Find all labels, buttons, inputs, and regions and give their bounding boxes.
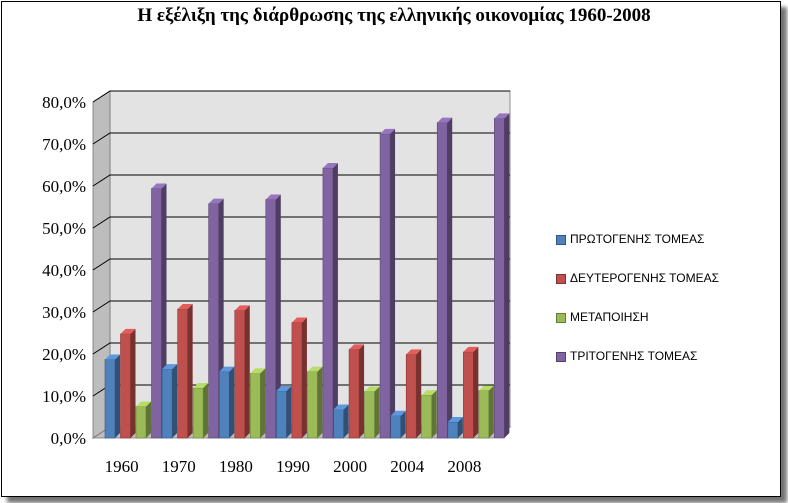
legend-item: ΔΕΥΤΕΡΟΓΕΝΗΣ ΤΟΜΕΑΣ	[556, 271, 719, 310]
x-tick-label: 1970	[162, 457, 196, 476]
bar	[364, 386, 380, 439]
bar	[463, 346, 479, 439]
y-tick-label: 20,0%	[42, 345, 86, 364]
gridline	[92, 300, 510, 313]
bar	[192, 383, 209, 439]
legend-label: ΤΡΙΤΟΓΕΝΗΣ ΤΟΜΕΑΣ	[570, 349, 698, 363]
bar	[390, 410, 406, 439]
y-tick-label: 70,0%	[42, 135, 86, 154]
gridline	[92, 342, 510, 355]
bar	[265, 194, 281, 439]
legend-swatch	[556, 235, 566, 245]
legend-label: ΔΕΥΤΕΡΟΓΕΝΗΣ ΤΟΜΕΑΣ	[570, 271, 720, 285]
bar	[447, 417, 463, 439]
bar	[494, 113, 510, 439]
gridline	[92, 132, 510, 145]
y-tick-label: 80,0%	[42, 93, 86, 112]
y-tick-label: 10,0%	[42, 387, 86, 406]
bar	[379, 128, 396, 439]
bar	[322, 162, 338, 439]
legend-item: ΠΡΩΤΟΓΕΝΗΣ ΤΟΜΕΑΣ	[556, 232, 719, 271]
y-tick-label: 50,0%	[42, 219, 86, 238]
legend-label: ΜΕΤΑΠΟΙΗΣΗ	[570, 310, 649, 324]
bar	[104, 354, 120, 439]
gridline	[92, 258, 510, 271]
bar	[333, 404, 349, 439]
chart-legend: ΠΡΩΤΟΓΕΝΗΣ ΤΟΜΕΑΣ ΔΕΥΤΕΡΟΓΕΝΗΣ ΤΟΜΕΑΣ ΜΕΤΑ…	[556, 232, 719, 388]
x-tick-label: 1990	[276, 457, 310, 476]
legend-swatch	[556, 274, 566, 284]
x-tick-label: 2008	[447, 457, 481, 476]
bar	[177, 304, 193, 439]
y-tick-label: 0,0%	[51, 429, 86, 448]
y-tick-label: 60,0%	[42, 177, 86, 196]
bar	[135, 401, 151, 439]
bar	[478, 385, 494, 439]
bar	[249, 368, 266, 439]
x-tick-label: 1980	[219, 457, 253, 476]
bar	[234, 305, 250, 439]
bar	[218, 366, 235, 439]
legend-item: ΜΕΤΑΠΟΙΗΣΗ	[556, 310, 719, 349]
x-tick-label: 1960	[105, 457, 139, 476]
y-tick-label: 30,0%	[42, 303, 86, 322]
gridline	[92, 90, 510, 103]
bar	[276, 385, 292, 439]
y-tick-label: 40,0%	[42, 261, 86, 280]
gridline	[92, 174, 510, 187]
bar	[405, 349, 422, 439]
bar	[307, 366, 323, 439]
x-tick-label: 2004	[390, 457, 425, 476]
bar	[436, 117, 453, 439]
legend-swatch	[556, 313, 566, 323]
x-tick-label: 2000	[333, 457, 367, 476]
bar	[421, 390, 437, 439]
bar	[348, 344, 365, 439]
bar	[120, 328, 136, 439]
legend-item: ΤΡΙΤΟΓΕΝΗΣ ΤΟΜΕΑΣ	[556, 349, 719, 388]
legend-label: ΠΡΩΤΟΓΕΝΗΣ ΤΟΜΕΑΣ	[570, 232, 705, 246]
legend-swatch	[556, 352, 566, 362]
gridline	[92, 216, 510, 229]
bar	[161, 364, 178, 439]
chart-title: Η εξέλιξη της διάρθρωσης της ελληνικής ο…	[137, 5, 651, 26]
bar	[291, 317, 307, 439]
